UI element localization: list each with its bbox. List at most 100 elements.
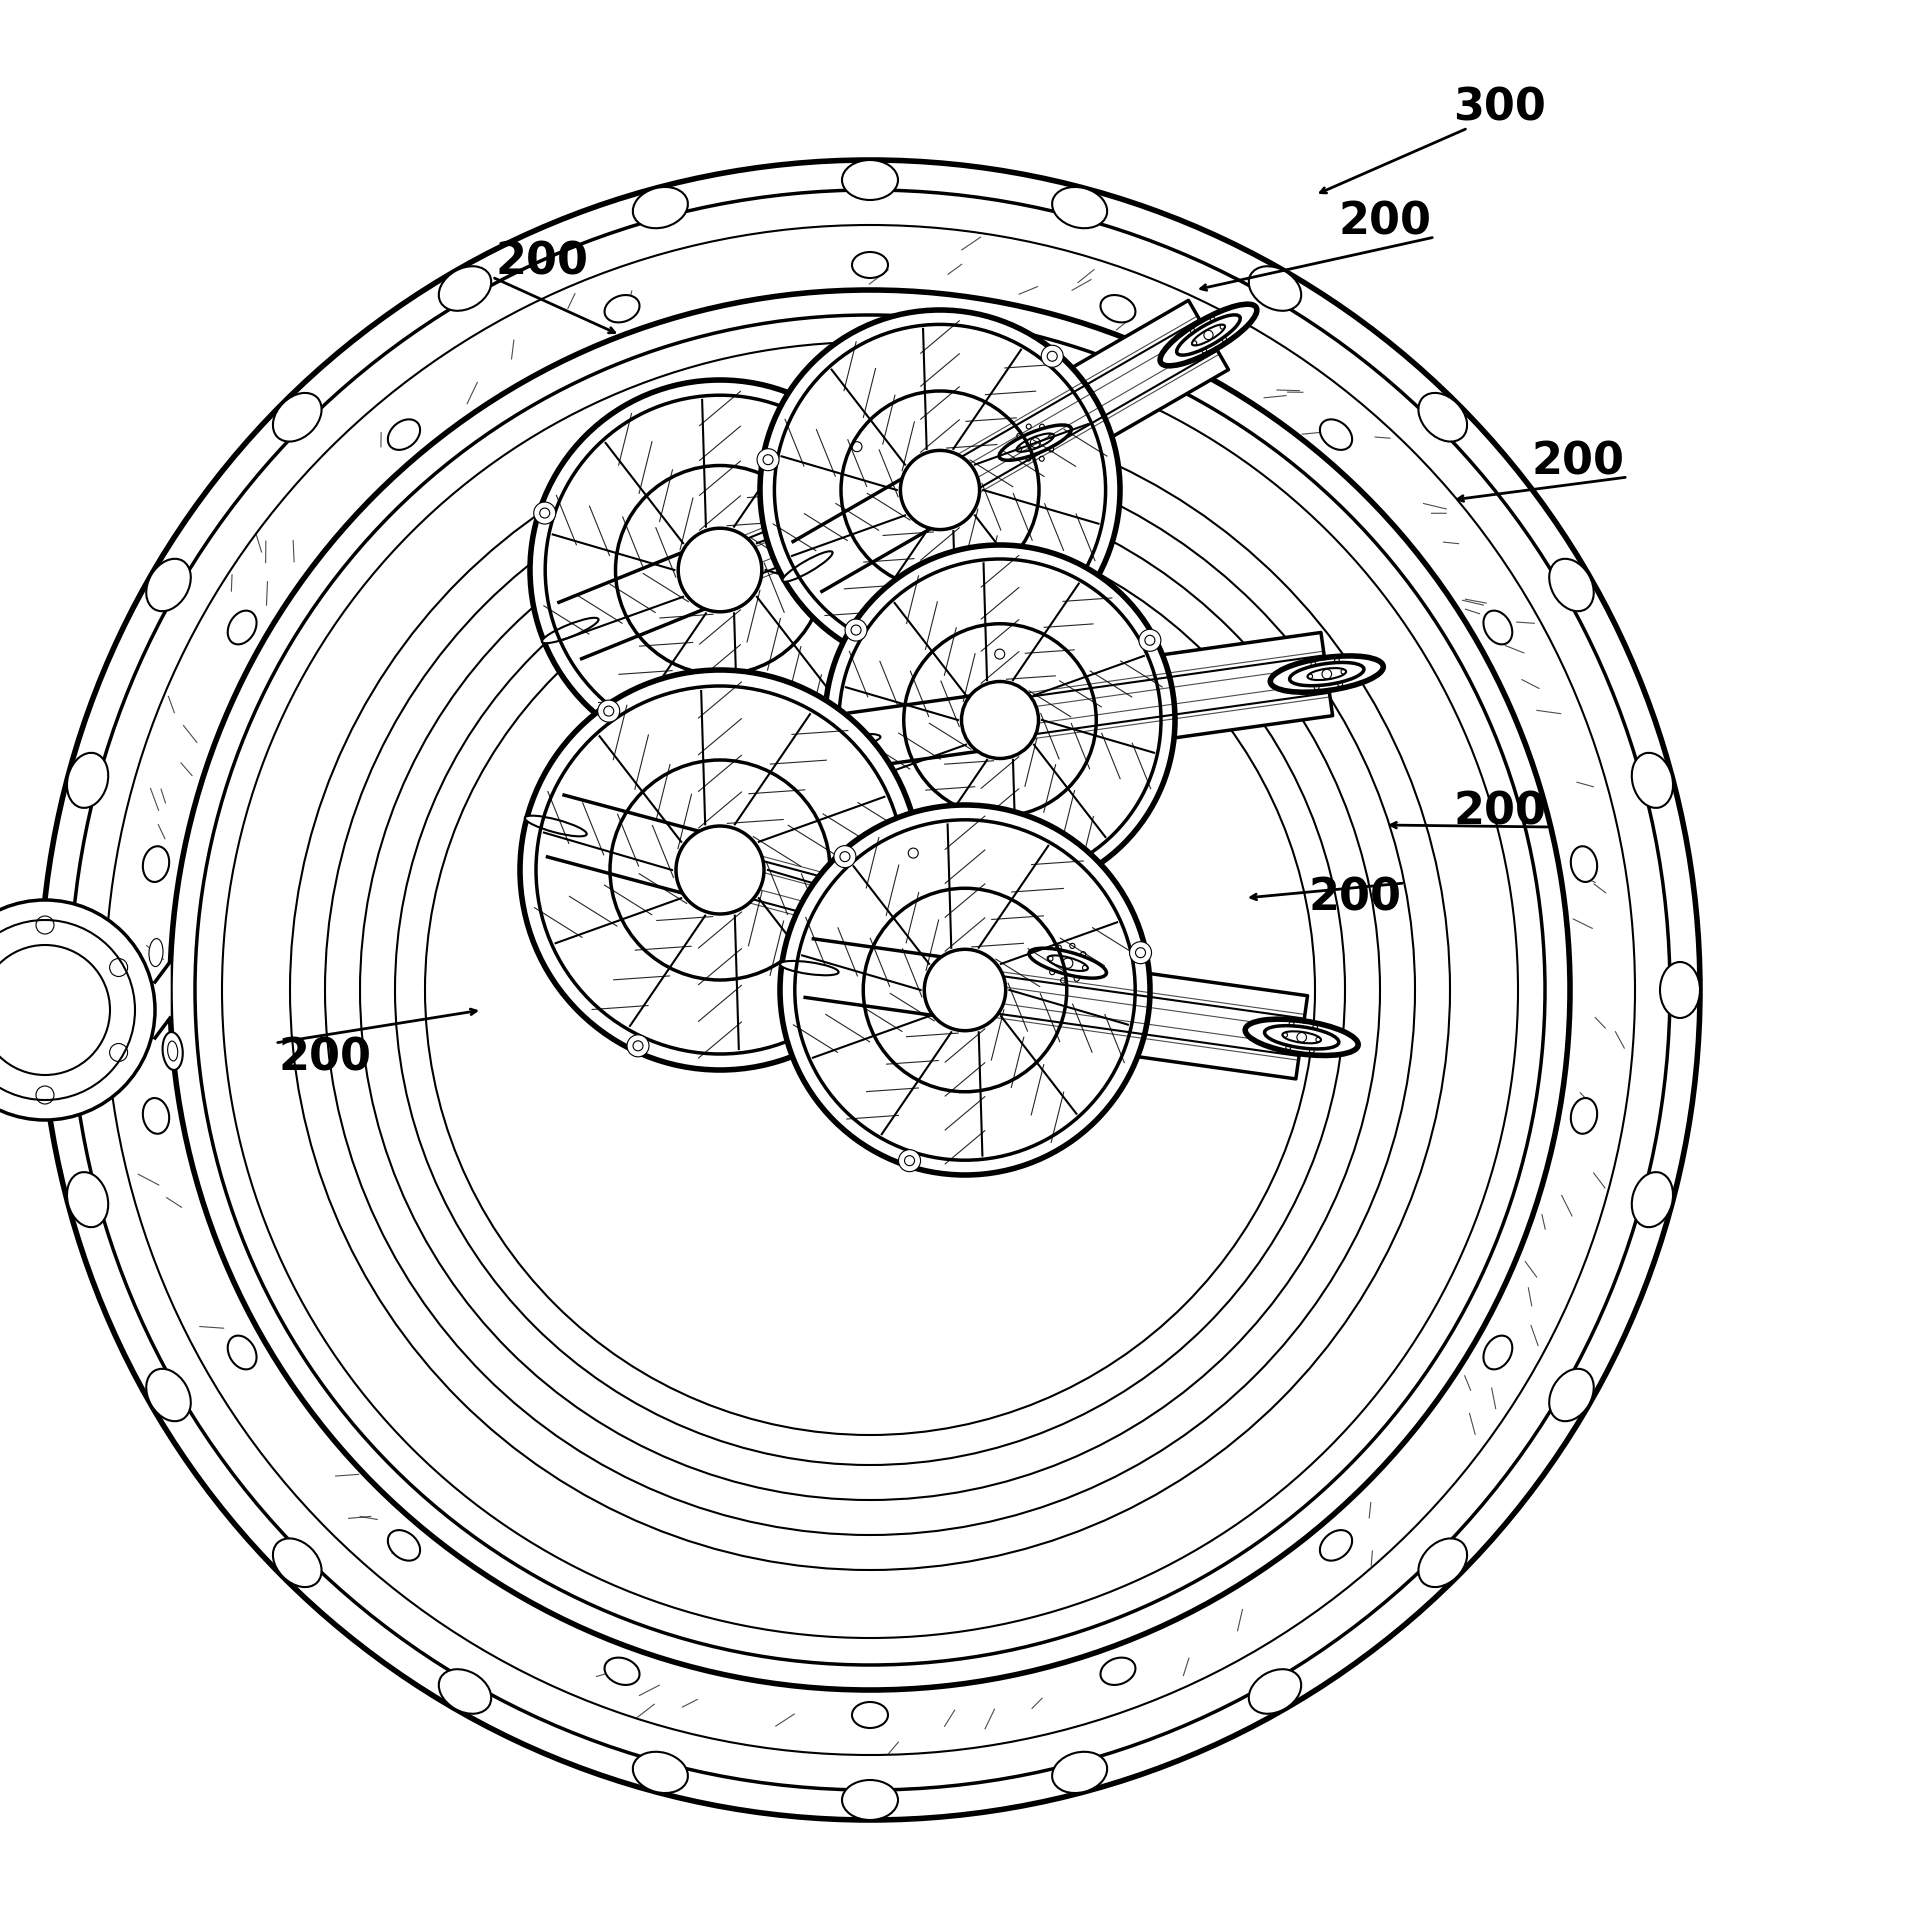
Circle shape <box>676 826 763 914</box>
Ellipse shape <box>1632 1172 1673 1228</box>
Ellipse shape <box>439 1669 491 1713</box>
Circle shape <box>1129 943 1152 964</box>
Ellipse shape <box>67 753 108 809</box>
Polygon shape <box>154 962 170 1038</box>
Circle shape <box>846 619 867 641</box>
Ellipse shape <box>1549 558 1594 612</box>
Ellipse shape <box>227 1336 256 1369</box>
Ellipse shape <box>67 1172 108 1228</box>
Circle shape <box>626 1034 649 1057</box>
Ellipse shape <box>1320 419 1353 449</box>
Ellipse shape <box>146 558 191 612</box>
Circle shape <box>900 451 979 530</box>
Ellipse shape <box>1160 304 1256 365</box>
Polygon shape <box>994 633 1333 761</box>
Text: 300: 300 <box>1453 86 1547 130</box>
Ellipse shape <box>1249 266 1301 312</box>
Ellipse shape <box>1659 962 1700 1017</box>
Polygon shape <box>559 541 732 660</box>
Polygon shape <box>547 795 728 901</box>
Ellipse shape <box>1632 753 1673 809</box>
Polygon shape <box>805 939 969 1019</box>
Text: 200: 200 <box>495 241 588 283</box>
Polygon shape <box>709 828 1079 1006</box>
Circle shape <box>0 920 135 1099</box>
Ellipse shape <box>1571 847 1597 881</box>
Ellipse shape <box>1245 1019 1359 1055</box>
Ellipse shape <box>632 187 688 228</box>
Polygon shape <box>960 948 1308 1078</box>
Ellipse shape <box>1264 1025 1339 1050</box>
Ellipse shape <box>1052 187 1108 228</box>
Ellipse shape <box>780 962 838 975</box>
Ellipse shape <box>782 551 832 581</box>
Text: 200: 200 <box>1308 876 1401 920</box>
Circle shape <box>748 740 769 761</box>
Ellipse shape <box>1418 392 1466 442</box>
Circle shape <box>846 436 867 457</box>
Ellipse shape <box>981 415 1091 470</box>
Polygon shape <box>703 403 1050 608</box>
Polygon shape <box>715 851 1073 983</box>
Ellipse shape <box>1048 956 1089 971</box>
Ellipse shape <box>1052 1751 1108 1793</box>
Ellipse shape <box>1289 662 1364 686</box>
Polygon shape <box>794 465 954 591</box>
Ellipse shape <box>1549 1369 1594 1421</box>
Text: 200: 200 <box>1339 201 1432 243</box>
Circle shape <box>597 700 620 723</box>
Ellipse shape <box>162 1032 183 1071</box>
Ellipse shape <box>1307 667 1347 681</box>
Ellipse shape <box>146 1369 191 1421</box>
Circle shape <box>902 841 925 864</box>
Polygon shape <box>998 656 1330 738</box>
Ellipse shape <box>842 1780 898 1820</box>
Ellipse shape <box>387 419 420 449</box>
Ellipse shape <box>825 734 881 748</box>
Ellipse shape <box>1484 1336 1513 1369</box>
Ellipse shape <box>1010 941 1127 987</box>
Ellipse shape <box>605 1658 640 1684</box>
Ellipse shape <box>387 1530 420 1560</box>
Circle shape <box>1139 629 1160 652</box>
Circle shape <box>759 310 1120 669</box>
Circle shape <box>925 948 1006 1031</box>
Ellipse shape <box>1281 1031 1322 1044</box>
Polygon shape <box>919 300 1229 524</box>
Ellipse shape <box>1249 1669 1301 1713</box>
Ellipse shape <box>605 294 640 323</box>
Text: 200: 200 <box>279 1036 372 1080</box>
Circle shape <box>834 845 856 868</box>
Circle shape <box>983 880 1006 901</box>
Ellipse shape <box>40 962 81 1017</box>
Ellipse shape <box>439 266 491 312</box>
Text: 200: 200 <box>1453 790 1547 834</box>
Circle shape <box>989 642 1012 665</box>
Ellipse shape <box>1177 315 1241 356</box>
Ellipse shape <box>1193 325 1226 346</box>
Ellipse shape <box>852 1702 888 1728</box>
Polygon shape <box>848 692 1004 769</box>
Ellipse shape <box>1100 1658 1135 1684</box>
Ellipse shape <box>632 1751 688 1793</box>
Ellipse shape <box>274 392 322 442</box>
Ellipse shape <box>1320 1530 1353 1560</box>
Circle shape <box>678 528 761 612</box>
Ellipse shape <box>1100 294 1135 323</box>
Ellipse shape <box>1029 948 1106 979</box>
Circle shape <box>0 901 154 1120</box>
Ellipse shape <box>227 610 256 644</box>
Ellipse shape <box>541 618 599 642</box>
Ellipse shape <box>998 424 1071 461</box>
Ellipse shape <box>1571 1097 1597 1134</box>
Circle shape <box>962 681 1039 759</box>
Circle shape <box>520 669 919 1071</box>
Circle shape <box>530 380 910 759</box>
Ellipse shape <box>274 1539 322 1587</box>
Polygon shape <box>931 319 1218 505</box>
Ellipse shape <box>852 252 888 277</box>
Polygon shape <box>713 424 1043 587</box>
Circle shape <box>898 1149 921 1172</box>
Ellipse shape <box>842 161 898 201</box>
Text: 200: 200 <box>1532 440 1624 484</box>
